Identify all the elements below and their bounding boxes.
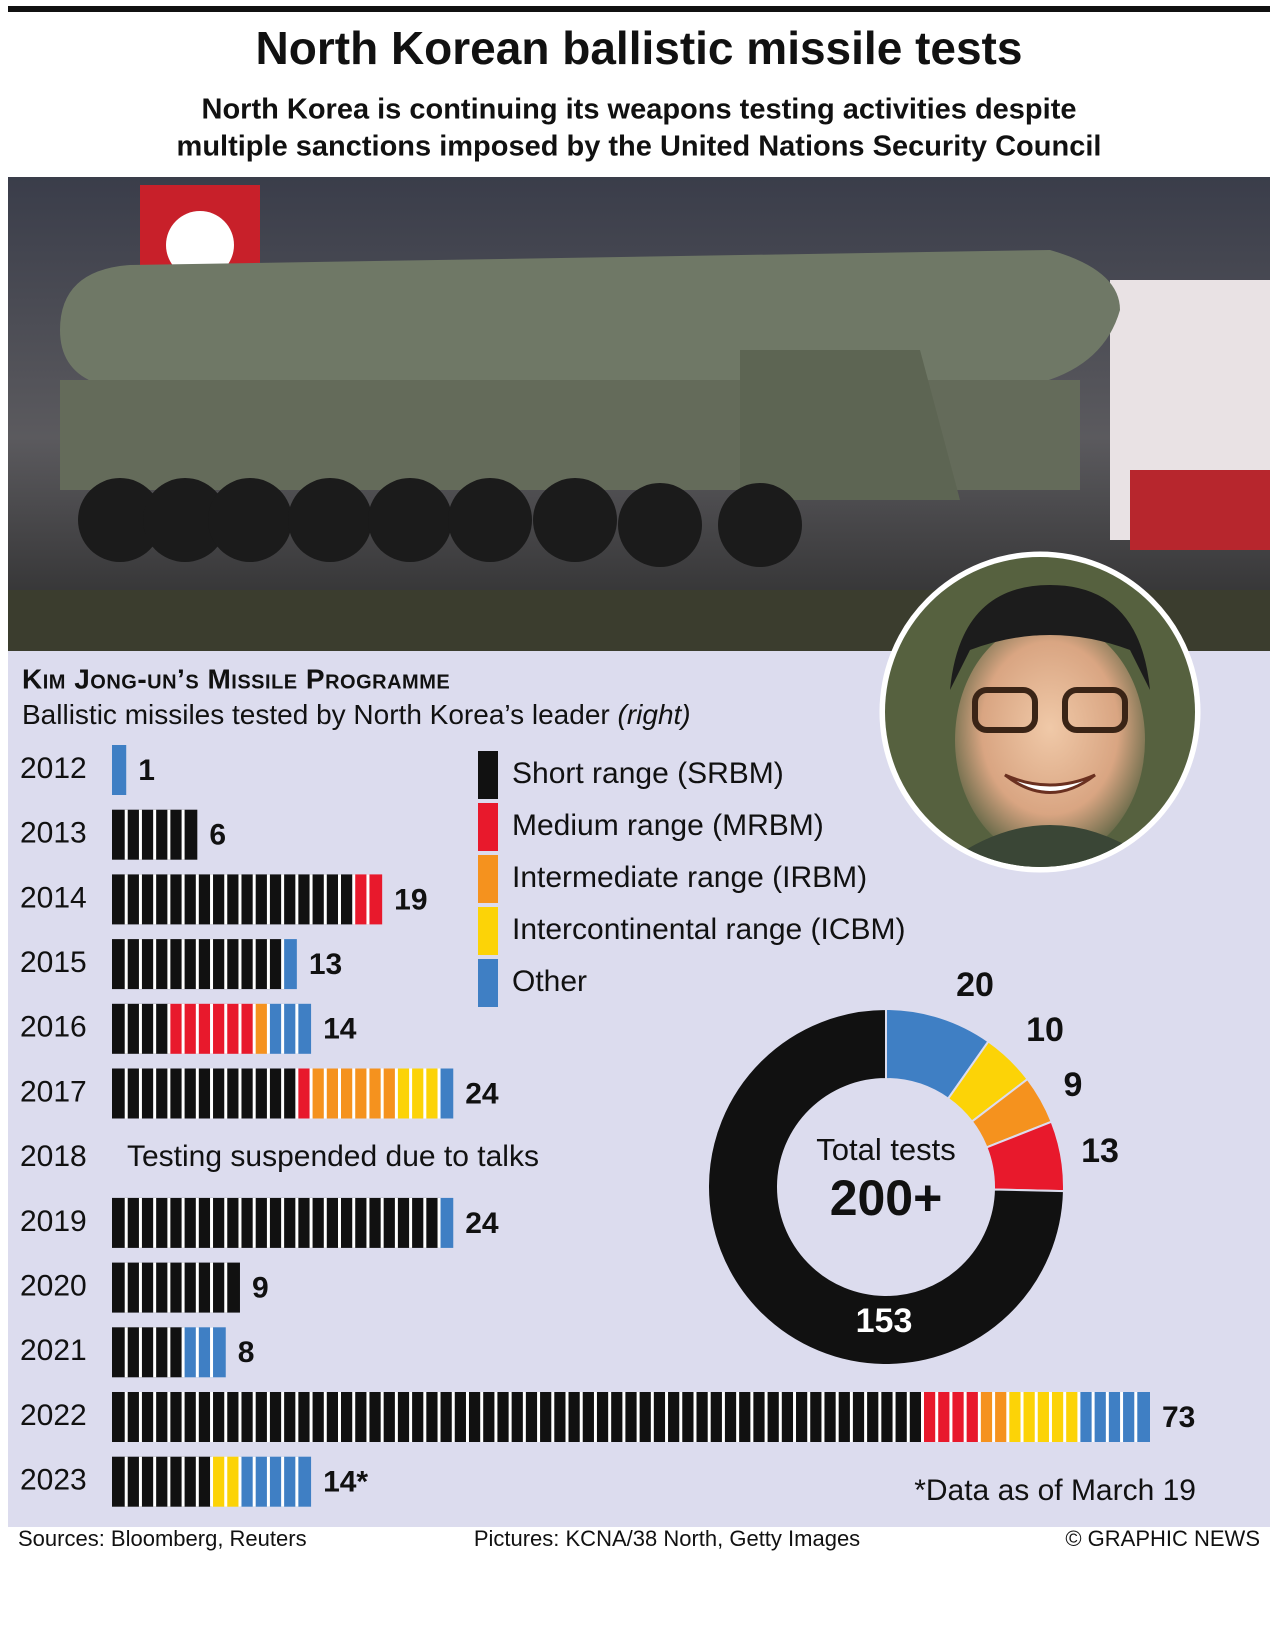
footnote: *Data as of March 19 xyxy=(914,1474,1196,1507)
total-label: 24 xyxy=(465,1077,499,1110)
section-subtitle: Ballistic missiles tested by North Korea… xyxy=(22,699,691,730)
top-rule xyxy=(8,6,1270,12)
year-label: 2023 xyxy=(20,1464,87,1497)
legend-swatch xyxy=(478,803,498,851)
bar-segment xyxy=(112,1392,923,1442)
legend-label: Intermediate range (IRBM) xyxy=(512,861,867,894)
legend-swatch xyxy=(478,959,498,1007)
year-label: 2019 xyxy=(20,1205,87,1238)
donut-label: 153 xyxy=(856,1302,913,1340)
total-label: 14* xyxy=(323,1466,368,1499)
bar-segment xyxy=(183,1327,226,1378)
year-label: 2018 xyxy=(20,1140,87,1173)
legend-label: Short range (SRBM) xyxy=(512,757,784,790)
total-label: 19 xyxy=(394,883,427,916)
section-subtitle-note: (right) xyxy=(618,699,691,730)
total-label: 73 xyxy=(1162,1401,1195,1434)
bar-segment xyxy=(439,1197,454,1248)
section-title: Kim Jong-un’s Missile Programme xyxy=(22,663,450,694)
year-label: 2012 xyxy=(20,752,87,785)
bar-segment xyxy=(282,939,297,990)
legend-swatch xyxy=(478,855,498,903)
total-label: 8 xyxy=(238,1336,255,1369)
bar-segment xyxy=(439,1068,454,1119)
total-label: 9 xyxy=(252,1272,269,1305)
year-label: 2021 xyxy=(20,1334,87,1367)
bar-segment xyxy=(239,1456,312,1507)
bar-segment xyxy=(112,1197,440,1248)
bar-segment xyxy=(112,1327,184,1378)
legend-label: Other xyxy=(512,965,587,998)
donut-label: 13 xyxy=(1081,1132,1119,1170)
donut-segment xyxy=(707,1007,1065,1366)
portrait xyxy=(879,551,1201,873)
year-label: 2016 xyxy=(20,1011,87,1044)
title: North Korean ballistic missile tests xyxy=(256,22,1023,74)
year-label: 2022 xyxy=(20,1399,87,1432)
donut-center-value: 200+ xyxy=(830,1170,943,1226)
bar-segment xyxy=(296,1068,312,1119)
legend-swatch xyxy=(478,907,498,955)
year-label: 2015 xyxy=(20,946,87,979)
total-label: 14 xyxy=(323,1013,357,1046)
bar-segment xyxy=(1007,1392,1079,1442)
subtitle: multiple sanctions imposed by the United… xyxy=(177,131,1102,163)
bar-segment xyxy=(396,1068,440,1119)
bar-segment xyxy=(112,1456,212,1507)
bar-segment xyxy=(1078,1392,1150,1442)
photo xyxy=(8,177,1270,651)
bar-segment xyxy=(254,1003,269,1054)
year-label: 2013 xyxy=(20,817,87,850)
donut-label: 10 xyxy=(1026,1011,1064,1049)
year-label: 2017 xyxy=(20,1075,87,1108)
legend-label: Medium range (MRBM) xyxy=(512,809,824,842)
total-label: 24 xyxy=(465,1207,499,1240)
donut-center-label: Total tests xyxy=(816,1132,956,1167)
donut-label: 20 xyxy=(956,966,994,1004)
credit: © GRAPHIC NEWS xyxy=(1065,1526,1260,1551)
bar-segment xyxy=(112,1068,297,1119)
legend-label: Intercontinental range (ICBM) xyxy=(512,913,906,946)
total-label: 1 xyxy=(138,754,155,787)
total-label: 6 xyxy=(209,819,226,852)
legend-swatch xyxy=(478,751,498,799)
bar-segment xyxy=(268,1003,312,1054)
donut-label: 9 xyxy=(1064,1066,1083,1104)
bar-segment xyxy=(112,745,127,795)
year-label: 2014 xyxy=(20,881,87,914)
section-subtitle-text: Ballistic missiles tested by North Korea… xyxy=(22,699,610,730)
suspended-note: Testing suspended due to talks xyxy=(127,1140,539,1173)
year-label: 2020 xyxy=(20,1270,87,1303)
total-label: 13 xyxy=(309,948,342,981)
bar-segment xyxy=(112,1262,240,1313)
sources: Sources: Bloomberg, Reuters xyxy=(18,1526,307,1551)
pictures-credit: Pictures: KCNA/38 North, Getty Images xyxy=(474,1526,860,1551)
subtitle: North Korea is continuing its weapons te… xyxy=(202,94,1077,126)
bar-segment xyxy=(112,874,354,925)
